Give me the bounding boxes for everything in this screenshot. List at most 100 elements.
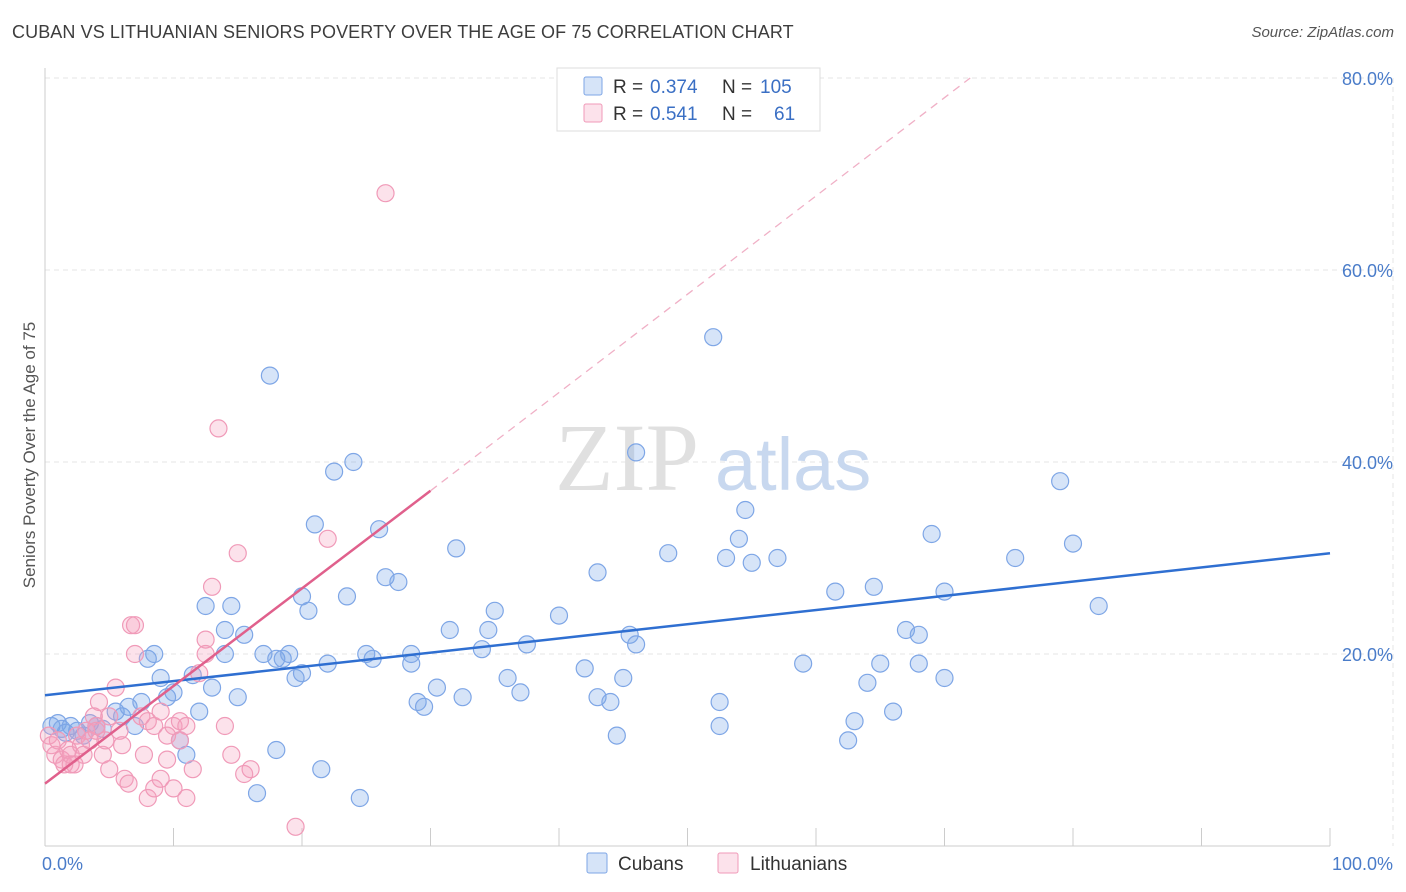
cuban-points xyxy=(42,328,1108,808)
point-cuban xyxy=(344,452,363,472)
point-cuban xyxy=(839,731,858,750)
point-cuban xyxy=(414,697,434,716)
point-cuban xyxy=(517,635,536,654)
point-cuban xyxy=(935,668,954,688)
y-tick-label: 40.0% xyxy=(1342,453,1393,473)
y-tick-label: 80.0% xyxy=(1342,69,1393,89)
point-lithuanian xyxy=(196,644,215,664)
point-cuban xyxy=(588,563,607,582)
point-cuban xyxy=(280,644,299,664)
point-lithuanian xyxy=(196,630,215,649)
point-cuban xyxy=(267,740,286,760)
point-lithuanian xyxy=(145,779,164,798)
legend-swatch-lithuanian xyxy=(583,103,603,123)
point-lithuanian xyxy=(125,616,145,635)
point-cuban xyxy=(260,366,279,385)
point-cuban xyxy=(247,784,267,803)
point-lithuanian xyxy=(77,721,96,740)
legend-n-value-1: 105 xyxy=(760,77,792,98)
point-cuban xyxy=(427,678,447,697)
legend-r-label-2: R = xyxy=(613,104,643,125)
point-lithuanian xyxy=(100,760,119,779)
point-lithuanian xyxy=(112,736,132,755)
legend-n-label-1: N = xyxy=(722,77,752,98)
legend: R = 0.374 N = 105 R = 0.541 N = 61 xyxy=(556,67,821,132)
point-lithuanian xyxy=(376,184,395,203)
point-cuban xyxy=(472,640,491,659)
point-lithuanian xyxy=(87,721,106,740)
point-lithuanian xyxy=(89,692,109,712)
legend-r-label-1: R = xyxy=(613,77,643,98)
point-lithuanian xyxy=(177,716,196,736)
point-cuban xyxy=(389,572,408,592)
bottom-legend-swatch-cuban xyxy=(586,852,608,874)
point-cuban xyxy=(601,692,620,712)
point-cuban xyxy=(883,702,903,721)
point-lithuanian xyxy=(177,788,196,808)
legend-swatch-cuban xyxy=(583,76,603,96)
point-lithuanian xyxy=(110,721,129,740)
point-cuban xyxy=(659,544,678,563)
point-cuban xyxy=(447,539,466,558)
point-cuban xyxy=(1006,548,1025,568)
point-cuban xyxy=(716,548,736,568)
point-lithuanian xyxy=(134,745,154,764)
point-cuban xyxy=(922,524,941,544)
point-lithuanian xyxy=(228,544,247,563)
point-cuban xyxy=(196,596,215,616)
point-cuban xyxy=(704,328,723,347)
point-lithuanian xyxy=(87,716,106,736)
legend-r-value-2: 0.541 xyxy=(650,104,698,125)
legend-r-value-1: 0.374 xyxy=(650,77,698,98)
point-cuban xyxy=(292,664,312,683)
point-cuban xyxy=(710,692,729,712)
point-cuban xyxy=(145,644,164,664)
point-lithuanian xyxy=(121,616,141,635)
point-cuban xyxy=(350,788,369,808)
lithuanian-points xyxy=(39,184,395,836)
bottom-legend-lithuanians: Lithuanians xyxy=(750,854,847,875)
point-cuban xyxy=(871,654,890,673)
point-lithuanian xyxy=(138,788,157,808)
legend-box xyxy=(556,67,821,132)
point-cuban xyxy=(710,716,729,736)
point-cuban xyxy=(453,688,472,707)
point-lithuanian xyxy=(55,755,74,774)
point-cuban xyxy=(626,635,646,654)
point-lithuanian xyxy=(119,774,138,793)
point-cuban xyxy=(575,659,594,678)
point-cuban xyxy=(202,678,222,697)
point-lithuanian xyxy=(164,779,183,798)
point-cuban xyxy=(607,726,626,745)
trend-line-lithuanian-extension xyxy=(430,77,971,492)
trend-line-lithuanian xyxy=(44,489,432,785)
point-cuban xyxy=(479,620,498,640)
point-cuban xyxy=(864,577,883,596)
point-cuban xyxy=(485,601,504,620)
point-cuban xyxy=(325,462,344,481)
point-cuban xyxy=(909,625,928,644)
point-cuban xyxy=(626,443,646,462)
point-cuban xyxy=(215,620,234,640)
bottom-legend-swatch-lithuanian xyxy=(717,852,739,874)
point-cuban xyxy=(768,548,787,568)
point-cuban xyxy=(337,587,357,606)
point-cuban xyxy=(858,673,877,692)
point-lithuanian xyxy=(202,577,222,596)
bottom-legend-cubans: Cubans xyxy=(618,854,684,875)
point-cuban xyxy=(1089,596,1108,616)
point-cuban xyxy=(440,620,459,640)
legend-n-value-2: 61 xyxy=(774,104,795,125)
grid xyxy=(45,77,1394,846)
point-cuban xyxy=(549,606,569,625)
y-axis-label: Seniors Poverty Over the Age of 75 xyxy=(20,322,39,588)
point-lithuanian xyxy=(215,716,234,736)
point-lithuanian xyxy=(241,760,260,779)
x-tick-label-min: 0.0% xyxy=(42,854,83,874)
point-cuban xyxy=(511,683,530,702)
watermark: ZIP atlas xyxy=(555,404,871,511)
point-cuban xyxy=(299,601,318,620)
trend-line-cuban xyxy=(44,551,1331,697)
bottom-legend: Cubans Lithuanians xyxy=(586,852,847,875)
